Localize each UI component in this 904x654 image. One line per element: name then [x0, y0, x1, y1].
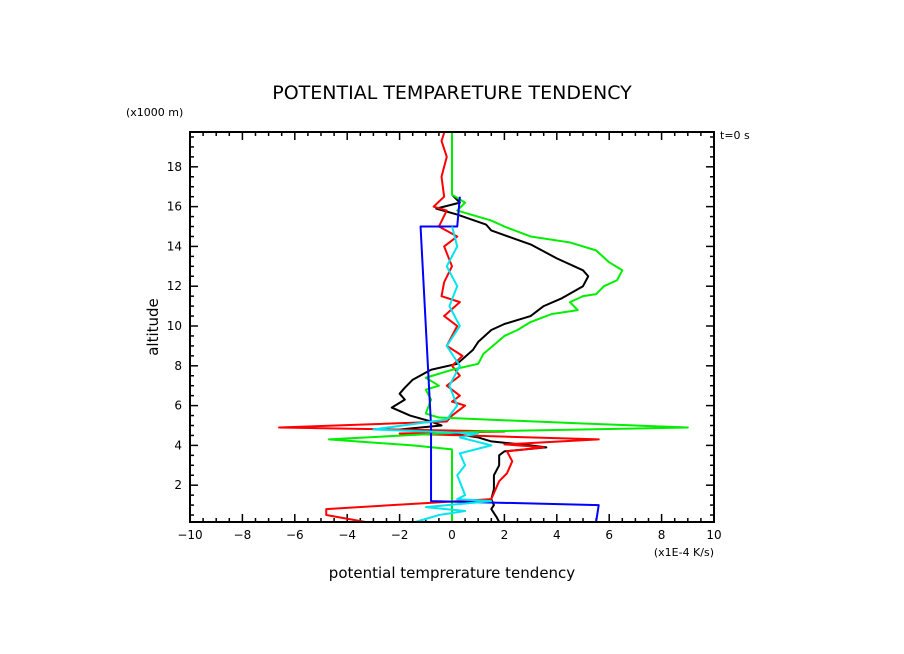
series-line-black: [390, 193, 590, 523]
series-line-blue: [419, 196, 600, 523]
y-tick-label: 6: [174, 399, 182, 413]
y-tick-label: 8: [174, 359, 182, 373]
x-tick-label: 4: [553, 528, 561, 542]
x-tick-label: 6: [605, 528, 613, 542]
y-axis-label: altitude: [144, 298, 162, 356]
x-tick-label: −10: [177, 528, 202, 542]
x-tick-label: −2: [391, 528, 409, 542]
series-lines: [278, 132, 689, 523]
chart-title: POTENTIAL TEMPARETURE TENDENCY: [272, 82, 632, 104]
y-tick-label: 2: [174, 478, 182, 492]
x-axis-label: potential temprerature tendency: [329, 564, 576, 582]
time-annotation: t=0 s: [720, 129, 750, 142]
plot-frame: [189, 131, 715, 523]
series-line-green: [327, 132, 689, 522]
x-tick-label: 10: [706, 528, 721, 542]
y-tick-label: 10: [167, 319, 182, 333]
series-line-red: [278, 132, 600, 523]
x-tick-label: 2: [501, 528, 509, 542]
x-tick-label: 8: [658, 528, 666, 542]
y-tick-label: 18: [167, 160, 182, 174]
x-tick-label: −6: [286, 528, 304, 542]
y-unit-label: (x1000 m): [126, 106, 183, 119]
x-unit-label: (x1E-4 K/s): [654, 546, 714, 559]
y-tick-label: 14: [167, 239, 182, 253]
x-tick-label: −4: [338, 528, 356, 542]
series-line-cyan: [372, 226, 493, 523]
y-tick-label: 4: [174, 438, 182, 452]
y-tick-label: 12: [167, 279, 182, 293]
x-tick-label: 0: [448, 528, 456, 542]
y-tick-label: 16: [167, 200, 182, 214]
x-tick-label: −8: [234, 528, 252, 542]
